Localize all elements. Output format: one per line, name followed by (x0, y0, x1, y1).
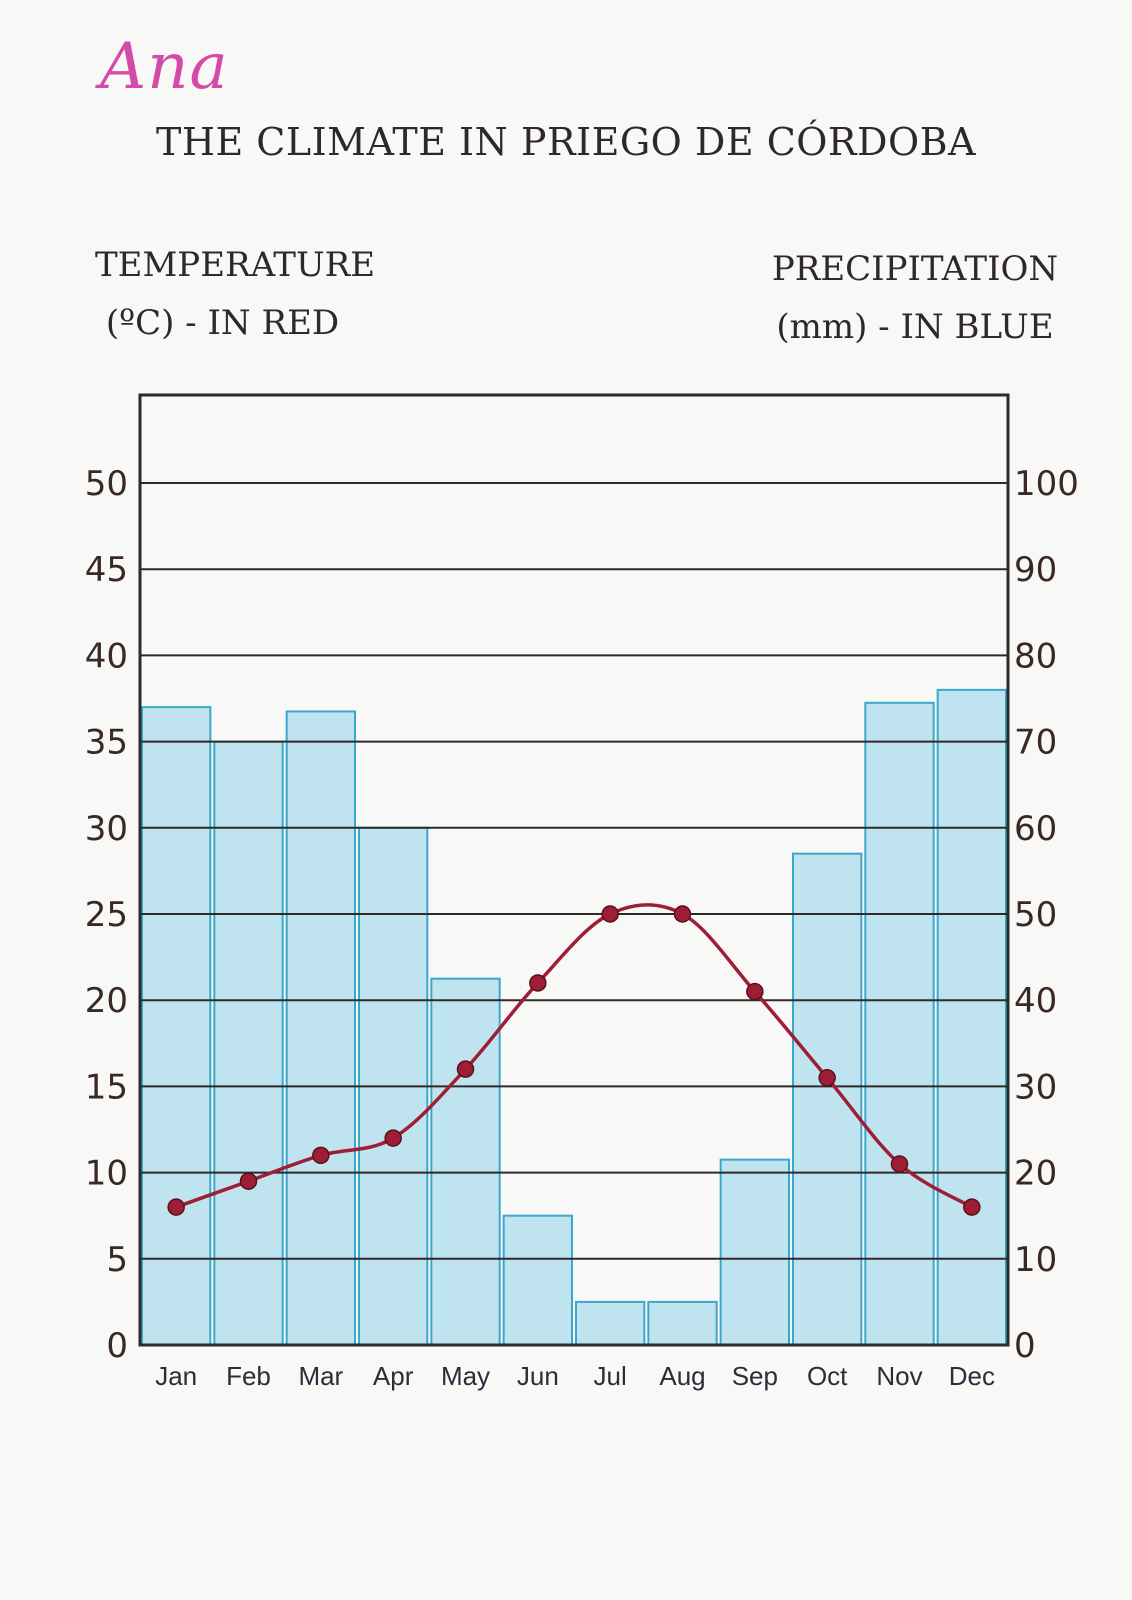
right-tick-label: 80 (1014, 636, 1057, 676)
precipitation-bar-feb (213, 740, 284, 1346)
temperature-point-feb (239, 1172, 258, 1190)
temperature-line (167, 903, 981, 1216)
right-axis-heading-line-1: PRECIPITATION (771, 249, 1059, 289)
precipitation-bar-may (430, 977, 501, 1347)
month-label-jun: Jun (517, 1361, 559, 1391)
left-tick-label: 5 (106, 1240, 128, 1280)
month-label-nov: Nov (876, 1361, 922, 1391)
temperature-point-dec (963, 1198, 981, 1216)
temperature-point-jun (529, 974, 547, 992)
precipitation-bar-nov (864, 701, 935, 1346)
precipitation-bar-mar (285, 710, 356, 1346)
right-tick-label: 40 (1014, 981, 1057, 1021)
temperature-point-jan (167, 1198, 185, 1216)
right-axis-ticks: 0 10 20 30 40 50 60 70 80 90 100 (1014, 464, 1079, 1366)
month-label-apr: Apr (373, 1361, 414, 1391)
left-axis-heading: TEMPERATURE (ºC) - IN RED (95, 236, 376, 352)
left-axis-heading-line-2: (ºC) - IN RED (105, 303, 340, 343)
precipitation-bar-jul (575, 1300, 646, 1347)
temperature-point-nov (890, 1155, 909, 1173)
right-tick-label: 30 (1014, 1067, 1057, 1107)
left-tick-label: 45 (85, 550, 128, 590)
left-tick-label: 10 (85, 1154, 128, 1194)
precipitation-bar-jun (502, 1214, 573, 1346)
month-label-feb: Feb (226, 1361, 271, 1391)
month-label-jan: Jan (155, 1361, 197, 1391)
temperature-point-may (456, 1060, 475, 1078)
month-label-mar: Mar (298, 1361, 343, 1391)
author-name: Ana (100, 30, 229, 104)
left-axis-ticks: 0 5 10 15 20 25 30 35 40 45 50 (85, 464, 128, 1366)
temperature-point-mar (312, 1146, 330, 1165)
precipitation-bar-dec (936, 688, 1008, 1346)
left-tick-label: 25 (85, 895, 128, 935)
month-label-dec: Dec (949, 1361, 995, 1391)
temperature-point-sep (746, 982, 764, 1001)
temperature-point-jul (601, 905, 619, 923)
right-tick-label: 70 (1014, 723, 1057, 763)
right-axis-heading: PRECIPITATION (mm) - IN BLUE (770, 240, 1060, 356)
right-tick-label: 100 (1014, 464, 1079, 504)
left-tick-label: 40 (85, 636, 128, 676)
left-tick-label: 20 (85, 981, 128, 1021)
right-tick-label: 10 (1014, 1240, 1057, 1280)
right-tick-label: 50 (1014, 895, 1057, 935)
left-tick-label: 0 (106, 1326, 128, 1366)
month-labels: Jan Feb Mar Apr May Jun Jul Aug Sep Oct Nov Dec (155, 1361, 995, 1391)
right-tick-label: 90 (1014, 550, 1057, 590)
precipitation-bars (141, 688, 1008, 1347)
temperature-point-oct (818, 1069, 836, 1087)
precipitation-bar-oct (792, 852, 863, 1346)
temperature-point-aug (673, 905, 692, 923)
right-tick-label: 20 (1014, 1154, 1057, 1194)
chart-title: THE CLIMATE IN PRIEGO DE CÓRDOBA (155, 120, 977, 164)
precipitation-bar-jan (141, 706, 212, 1346)
month-label-aug: Aug (659, 1361, 705, 1391)
left-tick-label: 50 (85, 464, 128, 504)
left-tick-label: 35 (85, 723, 128, 763)
plot-frame (138, 393, 1010, 1347)
month-label-jul: Jul (594, 1361, 627, 1391)
month-label-sep: Sep (732, 1361, 778, 1391)
left-tick-label: 30 (85, 809, 128, 849)
right-axis-heading-line-2: (mm) - IN BLUE (776, 307, 1054, 347)
left-tick-label: 15 (85, 1067, 128, 1107)
month-label-may: May (441, 1361, 490, 1391)
precipitation-bar-aug (647, 1300, 718, 1347)
temperature-point-apr (384, 1129, 402, 1147)
right-tick-label: 0 (1014, 1326, 1036, 1366)
month-label-oct: Oct (807, 1361, 848, 1391)
right-tick-label: 60 (1014, 809, 1057, 849)
precipitation-bar-sep (719, 1158, 791, 1347)
left-axis-heading-line-1: TEMPERATURE (95, 245, 376, 285)
gridlines (140, 482, 1008, 1260)
